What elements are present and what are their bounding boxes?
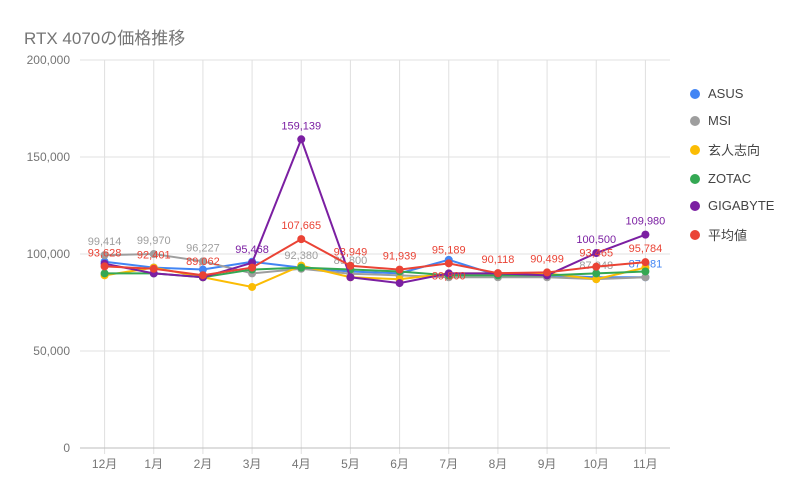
data-label: 90,499 <box>530 253 564 265</box>
legend-dot <box>690 174 700 184</box>
series-point <box>641 258 649 266</box>
legend: ASUS MSI 玄人志向 ZOTAC GIGABYTE 平均値 <box>690 86 774 256</box>
x-tick-label: 8月 <box>489 457 508 471</box>
series-point <box>248 264 256 272</box>
x-tick-label: 5月 <box>341 457 360 471</box>
legend-dot <box>690 230 700 240</box>
x-tick-label: 10月 <box>584 457 609 471</box>
data-label: 159,139 <box>281 120 321 132</box>
data-label: 89,800 <box>432 270 466 282</box>
data-label: 91,939 <box>383 251 417 263</box>
x-tick-label: 6月 <box>390 457 409 471</box>
legend-label: ASUS <box>708 86 743 101</box>
x-tick-label: 11月 <box>633 457 657 471</box>
x-tick-label: 4月 <box>292 457 311 471</box>
series-point <box>494 269 502 277</box>
x-tick-label: 7月 <box>439 457 458 471</box>
y-tick-label: 150,000 <box>27 150 71 164</box>
series-point <box>396 266 404 274</box>
series-point <box>297 264 305 272</box>
data-label: 92,380 <box>284 250 318 262</box>
series-point <box>150 265 158 273</box>
legend-dot <box>690 145 700 155</box>
legend-dot <box>690 89 700 99</box>
series-point <box>346 262 354 270</box>
legend-label: ZOTAC <box>708 171 751 186</box>
data-label: 95,189 <box>432 244 466 256</box>
legend-dot <box>690 116 700 126</box>
x-tick-label: 12月 <box>92 457 117 471</box>
y-tick-label: 50,000 <box>33 344 70 358</box>
legend-label: MSI <box>708 113 731 128</box>
data-label: 93,465 <box>579 248 613 260</box>
series-point <box>101 269 109 277</box>
data-label: 109,980 <box>626 216 666 228</box>
data-label: 96,227 <box>186 242 220 254</box>
legend-item: ASUS <box>690 86 774 101</box>
legend-dot <box>690 201 700 211</box>
y-tick-label: 100,000 <box>27 247 71 261</box>
x-tick-label: 2月 <box>194 457 213 471</box>
series-point <box>297 235 305 243</box>
legend-item: ZOTAC <box>690 171 774 186</box>
legend-item: 平均値 <box>690 225 774 244</box>
series-point <box>396 279 404 287</box>
legend-label: GIGABYTE <box>708 198 774 213</box>
data-label: 89,062 <box>186 256 220 268</box>
series-point <box>199 271 207 279</box>
series-point <box>297 135 305 143</box>
data-label: 93,949 <box>334 247 368 259</box>
legend-item: 玄人志向 <box>690 140 774 159</box>
series-point <box>641 267 649 275</box>
y-tick-label: 0 <box>63 441 70 455</box>
data-label: 93,628 <box>88 247 122 259</box>
data-label: 90,118 <box>482 254 515 266</box>
series-point <box>445 259 453 267</box>
data-label: 99,414 <box>88 236 122 248</box>
legend-label: 平均値 <box>708 225 747 244</box>
data-label: 99,970 <box>137 235 171 247</box>
legend-item: MSI <box>690 113 774 128</box>
x-tick-label: 9月 <box>538 457 557 471</box>
series-point <box>592 263 600 271</box>
series-point <box>346 273 354 281</box>
x-tick-label: 1月 <box>144 457 163 471</box>
data-label: 92,401 <box>137 250 171 262</box>
data-label: 100,500 <box>576 234 616 246</box>
series-point <box>543 268 551 276</box>
legend-label: 玄人志向 <box>708 140 760 159</box>
legend-item: GIGABYTE <box>690 198 774 213</box>
series-point <box>248 283 256 291</box>
y-tick-label: 200,000 <box>27 53 71 67</box>
data-label: 95,468 <box>235 244 269 256</box>
x-tick-label: 3月 <box>243 457 262 471</box>
data-label: 95,784 <box>629 243 663 255</box>
series-point <box>101 262 109 270</box>
data-label: 107,665 <box>281 220 321 232</box>
series-point <box>641 231 649 239</box>
